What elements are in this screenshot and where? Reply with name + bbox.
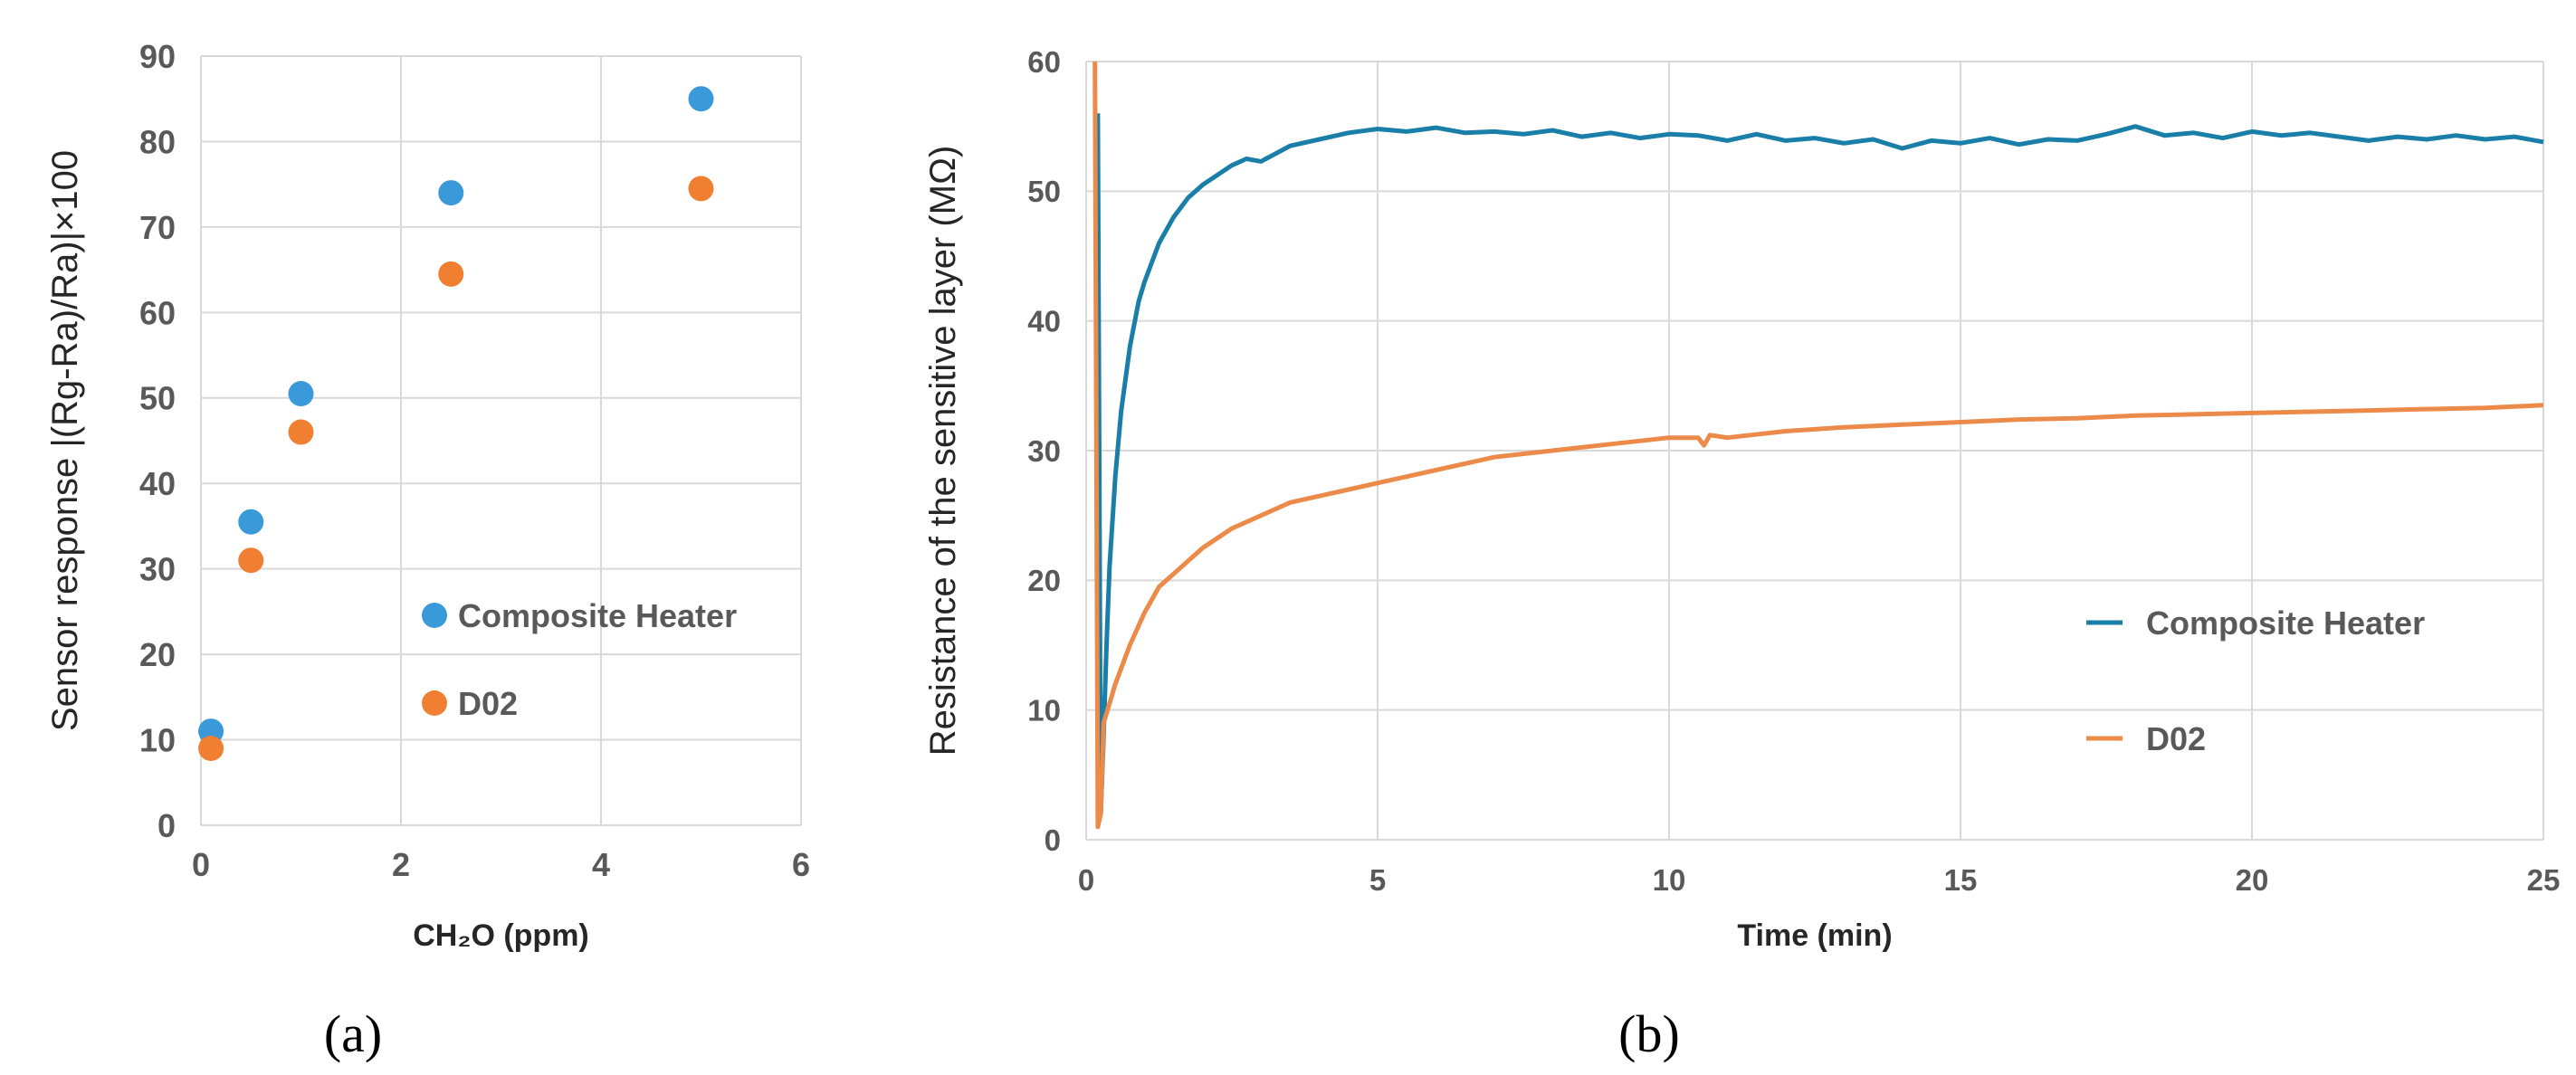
y-tick-label: 80 xyxy=(139,123,176,160)
y-tick-label: 70 xyxy=(139,209,176,246)
x-tick-label: 5 xyxy=(1369,863,1386,897)
x-axis-label: CH₂O (ppm) xyxy=(413,918,589,953)
series-line-d02 xyxy=(1092,61,2544,830)
y-tick-label: 50 xyxy=(139,380,176,417)
y-tick-label: 60 xyxy=(1027,45,1061,79)
y-tick-label: 50 xyxy=(1027,175,1061,208)
data-point-composite-heater xyxy=(288,381,314,407)
x-tick-label: 20 xyxy=(2236,863,2269,897)
x-tick-label: 10 xyxy=(1653,863,1686,897)
y-tick-label: 30 xyxy=(1027,434,1061,468)
y-axis-label: Sensor response |(Rg-Ra)/Ra)|×100 xyxy=(45,150,85,731)
data-point-d02 xyxy=(438,261,464,287)
data-point-d02 xyxy=(688,176,714,202)
y-tick-label: 0 xyxy=(1045,823,1061,857)
legend-marker xyxy=(422,603,447,628)
y-tick-label: 40 xyxy=(139,465,176,502)
y-tick-label: 20 xyxy=(1027,564,1061,597)
data-point-composite-heater xyxy=(438,180,464,206)
data-point-d02 xyxy=(238,547,264,574)
legend-label: D02 xyxy=(2146,720,2206,757)
data-point-d02 xyxy=(288,419,314,445)
data-point-composite-heater xyxy=(238,509,264,535)
x-tick-label: 2 xyxy=(392,846,410,883)
x-tick-label: 15 xyxy=(1944,863,1978,897)
y-tick-label: 90 xyxy=(139,38,176,75)
legend-marker xyxy=(422,690,447,716)
y-tick-label: 10 xyxy=(139,722,176,759)
x-tick-label: 0 xyxy=(192,846,210,883)
y-axis-label: Resistance of the sensitive layer (MΩ) xyxy=(923,146,963,756)
x-tick-label: 6 xyxy=(792,846,810,883)
data-point-composite-heater xyxy=(688,86,714,112)
panel-label: (b) xyxy=(1618,1004,1680,1063)
y-tick-label: 20 xyxy=(139,636,176,673)
y-tick-label: 30 xyxy=(139,551,176,588)
series-line-composite-heater xyxy=(1095,113,2544,816)
panel-label: (a) xyxy=(324,1004,382,1063)
y-tick-label: 60 xyxy=(139,294,176,331)
x-tick-label: 4 xyxy=(592,846,610,883)
data-point-d02 xyxy=(198,736,224,761)
y-tick-label: 10 xyxy=(1027,694,1061,728)
legend-label: Composite Heater xyxy=(2146,604,2425,642)
y-tick-label: 40 xyxy=(1027,305,1061,338)
y-tick-label: 0 xyxy=(157,807,176,844)
legend-label: D02 xyxy=(458,685,518,722)
panel-b-line-chart: 0 5 10 15 20 25 0 10 20 30 40 50 60 Resistance of the… xyxy=(923,45,2560,1063)
x-axis-label: Time (min) xyxy=(1737,918,1892,953)
x-tick-label: 0 xyxy=(1078,863,1094,897)
x-tick-label: 25 xyxy=(2527,863,2561,897)
legend-label: Composite Heater xyxy=(458,597,737,634)
